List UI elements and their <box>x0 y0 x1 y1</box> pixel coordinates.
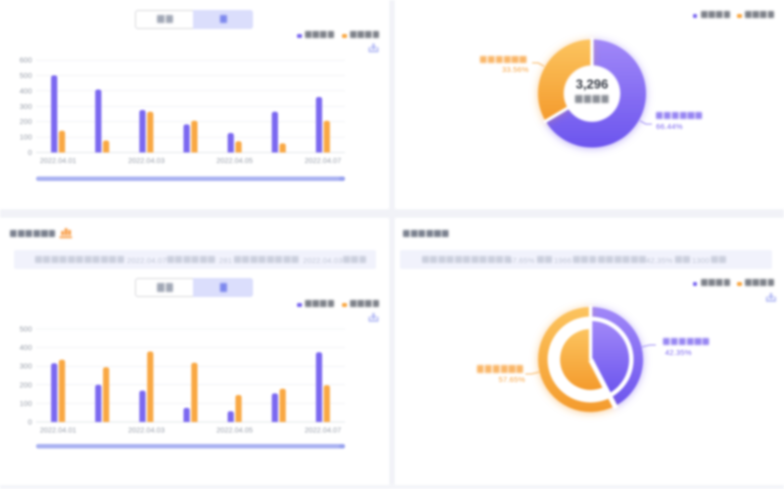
svg-text:2022.04.01: 2022.04.01 <box>40 156 77 165</box>
svg-text:2022.04.01: 2022.04.01 <box>40 426 77 435</box>
svg-text:2022.04.05: 2022.04.05 <box>216 426 253 435</box>
svg-text:200: 200 <box>19 117 32 126</box>
svg-text:500: 500 <box>19 325 32 334</box>
svg-text:500: 500 <box>19 71 32 80</box>
svg-text:2022.04.03: 2022.04.03 <box>128 156 165 165</box>
svg-text:2022.04.05: 2022.04.05 <box>216 156 253 165</box>
svg-text:100: 100 <box>19 399 32 408</box>
svg-text:100: 100 <box>19 133 32 142</box>
svg-text:2022.04.07: 2022.04.07 <box>305 426 342 435</box>
svg-text:3,296: 3,296 <box>576 77 609 92</box>
svg-text:300: 300 <box>19 362 32 371</box>
svg-text:0: 0 <box>28 148 32 157</box>
svg-text:400: 400 <box>19 343 32 352</box>
svg-text:0: 0 <box>28 418 32 427</box>
svg-text:2022.04.03: 2022.04.03 <box>128 426 165 435</box>
svg-text:200: 200 <box>19 380 32 389</box>
svg-text:2022.04.07: 2022.04.07 <box>305 156 342 165</box>
svg-text:400: 400 <box>19 86 32 95</box>
svg-text:300: 300 <box>19 102 32 111</box>
svg-text:600: 600 <box>19 56 32 65</box>
